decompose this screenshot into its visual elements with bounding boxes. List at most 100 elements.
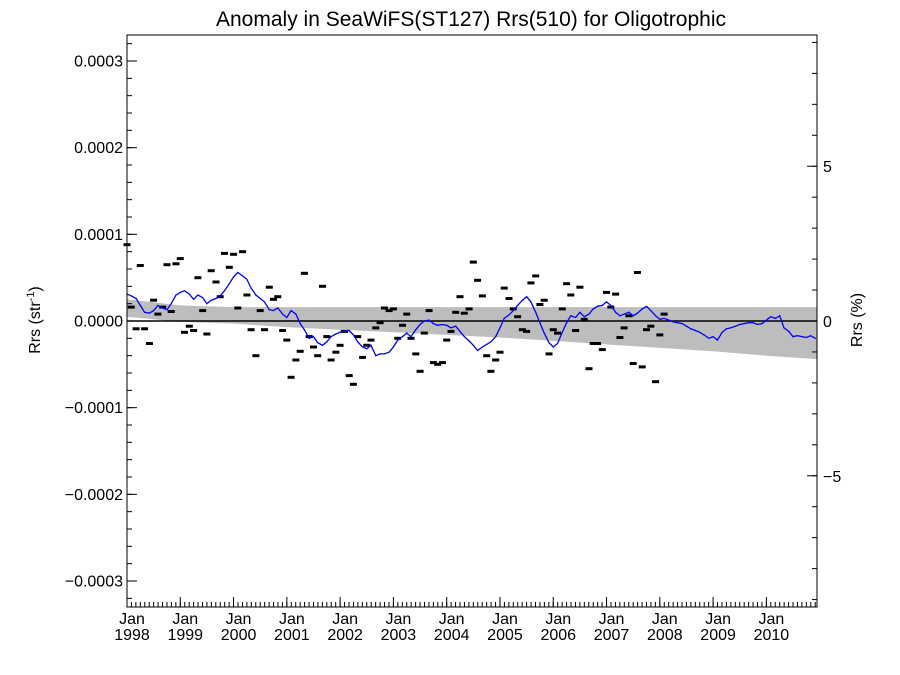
line-point [725,328,728,330]
x-tick-month: Jan [758,611,784,628]
line-point [277,307,279,309]
data-marker [594,342,601,345]
data-marker [487,369,495,373]
data-marker [620,326,628,330]
line-point [481,346,483,348]
line-point [148,312,150,314]
line-point [459,330,461,332]
data-marker [585,367,593,371]
y-tick-label: 0.0001 [74,227,123,244]
line-point [286,316,288,319]
data-marker [580,317,588,321]
line-point [326,341,328,343]
x-tick-year: 2008 [647,627,683,644]
line-point [406,332,408,334]
line-point [548,342,550,344]
line-point [814,337,817,339]
data-marker [150,298,158,302]
data-marker [296,349,304,353]
line-point [712,336,714,338]
line-point [801,336,803,338]
line-point [357,341,359,343]
line-point [619,315,621,317]
line-point [810,335,812,337]
line-point [233,276,235,278]
line-point [375,355,377,357]
data-marker [603,290,610,294]
data-marker [394,336,402,340]
blue-line-layer [126,271,817,357]
line-point [765,319,768,321]
line-point [303,329,305,331]
x-tick-month: Jan [439,611,465,628]
x-tick-month: Jan [652,611,678,628]
uncertainty-band [127,299,817,360]
line-point [605,301,608,303]
line-point [663,317,665,319]
data-marker [216,295,224,299]
data-marker [292,358,300,362]
line-point [503,317,505,319]
line-point [628,311,630,313]
x-tick-month: Jan [599,611,625,628]
line-point [579,311,581,313]
line-point [615,311,617,313]
line-point [788,330,790,332]
line-point [290,310,292,312]
data-marker [185,324,193,328]
data-marker [527,281,535,285]
line-point [255,294,257,296]
line-point [659,318,661,320]
line-point [623,313,625,315]
line-point [703,334,705,336]
line-point [339,331,341,333]
line-point [601,304,603,306]
line-point [170,303,172,305]
y-right-tick-label: −5 [823,469,841,486]
line-point [583,316,585,318]
line-point [681,323,683,325]
data-marker [652,380,660,384]
x-tick-year: 2005 [487,627,523,644]
line-point [162,307,164,309]
line-point [472,344,474,346]
line-point [366,348,368,350]
line-point [321,344,324,346]
data-marker [403,312,411,316]
line-point [299,323,301,325]
x-tick-year: 2001 [274,627,310,644]
data-marker [647,324,655,328]
data-marker [256,309,264,313]
y-axis-left-title: Rrs (str-1) [25,286,44,354]
line-point [592,308,594,310]
x-tick-year: 1999 [167,627,203,644]
x-tick-month: Jan [492,611,518,628]
line-point [690,328,692,330]
line-point [193,298,195,300]
data-marker [434,362,442,366]
line-point [263,301,266,303]
data-marker [332,350,340,354]
line-point [570,315,572,317]
data-marker [399,323,406,327]
data-marker [536,303,544,306]
x-axis: Jan1998Jan1999Jan2000Jan2001Jan2002Jan20… [114,597,816,644]
data-marker [141,327,149,331]
line-point [641,308,643,310]
data-marker [252,354,260,358]
data-marker [327,358,335,362]
line-point [272,310,275,312]
data-marker [633,271,641,274]
x-tick-year: 2003 [381,627,417,644]
line-point [352,334,354,336]
line-point [796,335,798,337]
data-marker [518,328,526,332]
data-marker [532,274,540,278]
line-point [685,325,688,327]
line-point [463,336,465,338]
line-point [770,316,772,318]
data-marker [203,332,211,336]
data-marker [420,331,428,335]
y-right-tick-label: 0 [823,314,832,331]
data-marker [376,321,384,325]
